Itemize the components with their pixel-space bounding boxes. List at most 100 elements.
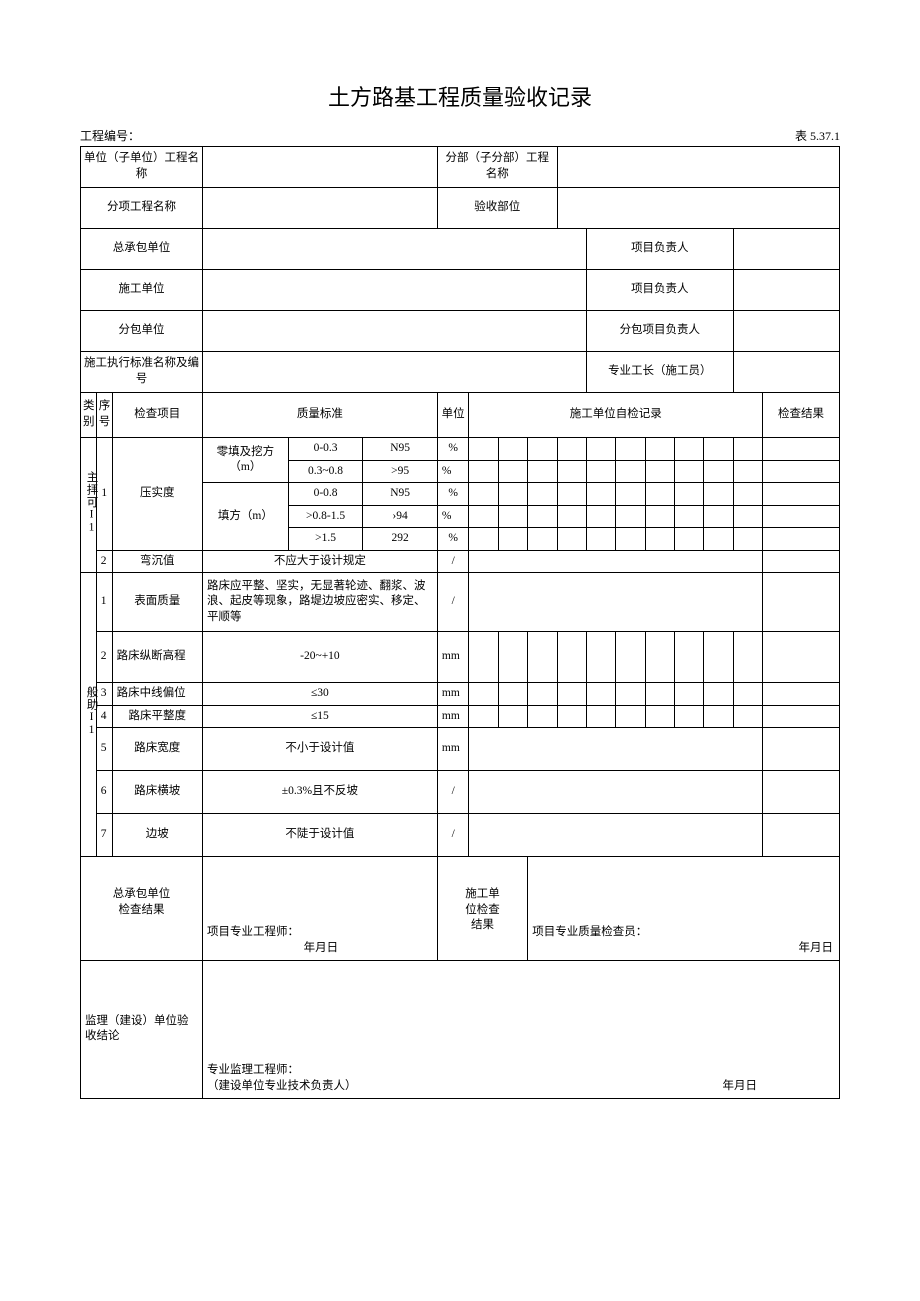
cell[interactable] [645, 528, 674, 551]
cell[interactable] [498, 460, 527, 483]
hdr-proj-leader-2-val[interactable] [733, 270, 839, 311]
cell[interactable] [528, 483, 557, 506]
cell[interactable] [557, 632, 586, 683]
cell[interactable] [704, 460, 733, 483]
cell[interactable] [645, 483, 674, 506]
cell[interactable] [469, 728, 763, 771]
cell[interactable] [645, 632, 674, 683]
cell[interactable] [616, 632, 645, 683]
hdr-main-contractor-val[interactable] [202, 229, 586, 270]
cell[interactable] [704, 438, 733, 461]
cell[interactable] [733, 438, 762, 461]
cell-result[interactable] [763, 771, 840, 814]
cell[interactable] [586, 632, 615, 683]
cell-result[interactable] [763, 683, 840, 706]
cell[interactable] [469, 705, 498, 728]
cell[interactable] [586, 505, 615, 528]
cell[interactable] [586, 460, 615, 483]
cell[interactable] [704, 705, 733, 728]
cell[interactable] [733, 528, 762, 551]
cell-result[interactable] [763, 483, 840, 506]
cell[interactable] [704, 483, 733, 506]
cell[interactable] [704, 505, 733, 528]
cell[interactable] [645, 460, 674, 483]
cell[interactable] [616, 528, 645, 551]
cell[interactable] [469, 550, 763, 573]
cell[interactable] [704, 683, 733, 706]
hdr-constructor-val[interactable] [202, 270, 586, 311]
cell-result[interactable] [763, 550, 840, 573]
cell[interactable] [733, 460, 762, 483]
cell[interactable] [733, 483, 762, 506]
cell[interactable] [675, 632, 704, 683]
cell[interactable] [469, 460, 498, 483]
cell[interactable] [528, 460, 557, 483]
hdr-std-name-val[interactable] [202, 352, 586, 393]
cell[interactable] [675, 460, 704, 483]
cell[interactable] [469, 505, 498, 528]
cell[interactable] [469, 632, 498, 683]
cell[interactable] [704, 528, 733, 551]
cell-result[interactable] [763, 460, 840, 483]
cell-result[interactable] [763, 528, 840, 551]
cell[interactable] [469, 438, 498, 461]
cell[interactable] [733, 632, 762, 683]
cell[interactable] [675, 505, 704, 528]
cell[interactable] [733, 683, 762, 706]
cell-result[interactable] [763, 632, 840, 683]
hdr-sub-leader-val[interactable] [733, 311, 839, 352]
cell[interactable] [675, 528, 704, 551]
cell[interactable] [498, 528, 527, 551]
cell[interactable] [586, 438, 615, 461]
cell[interactable] [469, 573, 763, 632]
cell[interactable] [557, 528, 586, 551]
cell-result[interactable] [763, 705, 840, 728]
cell[interactable] [498, 705, 527, 728]
cell-result[interactable] [763, 573, 840, 632]
foot-sup-block[interactable]: 专业监理工程师： （建设单位专业技术负责人） 年月日 [202, 961, 839, 1099]
cell[interactable] [645, 438, 674, 461]
cell[interactable] [675, 683, 704, 706]
cell[interactable] [528, 505, 557, 528]
cell[interactable] [645, 705, 674, 728]
hdr-item-name-val[interactable] [202, 188, 437, 229]
cell[interactable] [557, 460, 586, 483]
cell[interactable] [528, 632, 557, 683]
hdr-unit-name-val[interactable] [202, 147, 437, 188]
cell[interactable] [528, 705, 557, 728]
cell[interactable] [616, 438, 645, 461]
cell[interactable] [498, 438, 527, 461]
cell[interactable] [528, 683, 557, 706]
cell[interactable] [645, 683, 674, 706]
cell[interactable] [733, 705, 762, 728]
cell-result[interactable] [763, 814, 840, 857]
hdr-sub-name-val[interactable] [557, 147, 839, 188]
cell[interactable] [498, 505, 527, 528]
cell[interactable] [616, 483, 645, 506]
cell[interactable] [586, 528, 615, 551]
cell[interactable] [733, 505, 762, 528]
cell[interactable] [469, 528, 498, 551]
cell[interactable] [616, 505, 645, 528]
cell[interactable] [616, 683, 645, 706]
cell[interactable] [498, 683, 527, 706]
cell[interactable] [557, 438, 586, 461]
cell[interactable] [498, 632, 527, 683]
cell[interactable] [469, 814, 763, 857]
hdr-accept-part-val[interactable] [557, 188, 839, 229]
hdr-subcontractor-val[interactable] [202, 311, 586, 352]
cell[interactable] [557, 483, 586, 506]
cell[interactable] [616, 460, 645, 483]
cell[interactable] [469, 771, 763, 814]
cell[interactable] [469, 683, 498, 706]
hdr-foreman-val[interactable] [733, 352, 839, 393]
cell-result[interactable] [763, 505, 840, 528]
cell[interactable] [586, 705, 615, 728]
cell[interactable] [704, 632, 733, 683]
cell-result[interactable] [763, 438, 840, 461]
cell[interactable] [469, 483, 498, 506]
cell[interactable] [645, 505, 674, 528]
cell[interactable] [586, 483, 615, 506]
cell[interactable] [498, 483, 527, 506]
cell[interactable] [586, 683, 615, 706]
